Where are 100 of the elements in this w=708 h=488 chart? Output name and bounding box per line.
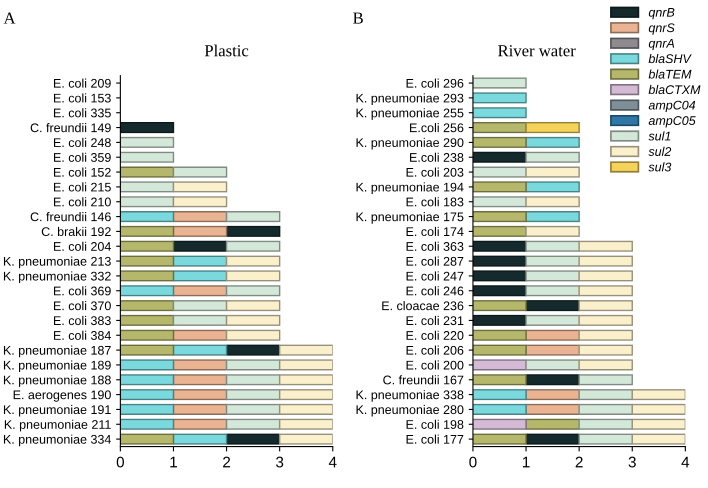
y-tick-label: C. freundii 167	[383, 375, 464, 384]
y-tick-label: E. coli 296	[406, 78, 464, 88]
bar	[472, 418, 527, 430]
bar	[226, 285, 280, 296]
y-tick-label: E. coli 152	[54, 168, 111, 177]
bar	[120, 300, 174, 312]
y-tick-label: E. coli 203	[406, 168, 464, 177]
bar	[172, 314, 228, 326]
bar	[525, 211, 580, 222]
bar	[226, 359, 280, 370]
y-tick-label: K. pneumoniae 332	[4, 271, 111, 284]
y-tick-label: E. coli 231	[406, 316, 464, 326]
y-tick-label: E. coli 384	[54, 330, 111, 340]
bar	[472, 300, 527, 312]
bar	[278, 418, 333, 430]
bar	[226, 344, 280, 356]
bar	[172, 374, 228, 386]
bar	[172, 166, 228, 178]
bar	[472, 256, 527, 267]
y-tick-label: K. pneumoniae 280	[356, 404, 464, 417]
bar	[120, 404, 174, 415]
chart-title: Plastic	[204, 44, 248, 56]
bar	[172, 270, 228, 282]
bar	[472, 136, 527, 148]
bar	[525, 418, 580, 430]
bar	[578, 344, 633, 356]
legend-label: blaTEM	[648, 69, 692, 79]
bar	[226, 404, 280, 415]
bar	[472, 107, 527, 118]
bar	[525, 152, 580, 163]
y-tick-label: E. coli 177	[406, 434, 464, 444]
bar	[578, 374, 633, 386]
y-tick-label: E. coli 153	[54, 93, 111, 103]
bar	[578, 418, 633, 430]
bar	[472, 166, 527, 178]
bar	[120, 314, 174, 326]
y-tick-label: E. coli 247	[406, 271, 464, 281]
bar	[120, 152, 174, 163]
legend-label: sul3	[648, 162, 672, 172]
y-tick-label: E. coli 383	[54, 316, 111, 326]
bar	[578, 240, 633, 252]
bar	[172, 211, 228, 222]
bar	[172, 344, 228, 356]
bar	[578, 300, 633, 312]
bar	[226, 300, 280, 312]
chart-title: River water	[498, 45, 576, 56]
bar	[120, 389, 174, 400]
y-tick-label: E. coli 206	[406, 346, 464, 355]
y-tick-label: E. cloacae 236	[382, 301, 464, 310]
y-tick-label: K. pneumoniae 194	[356, 182, 464, 194]
y-tick-label: E. coli 209	[54, 78, 111, 88]
bar	[226, 314, 280, 326]
bar	[278, 389, 333, 400]
y-tick-label: E.coli 238	[410, 152, 464, 162]
legend-label: sul1	[648, 131, 670, 140]
bar	[120, 270, 174, 282]
bar	[278, 374, 333, 386]
y-tick-label: K. pneumoniae 189	[4, 360, 111, 372]
bar	[278, 434, 333, 445]
bar	[525, 330, 580, 341]
bar	[172, 226, 228, 237]
text: A	[4, 12, 16, 24]
bar	[472, 359, 527, 370]
legend-label: ampC05	[648, 116, 696, 128]
x-tick-label: 3	[276, 456, 284, 468]
text: B	[353, 12, 363, 24]
bar	[525, 374, 580, 386]
bar	[472, 374, 527, 386]
bar	[120, 359, 174, 370]
y-tick-label: E. coli 210	[54, 197, 111, 206]
bar	[525, 196, 580, 208]
y-tick-label: E. coli 215	[54, 182, 111, 192]
legend-label: qnrA	[648, 38, 674, 50]
bar	[525, 122, 580, 134]
bar	[578, 285, 633, 296]
legend-label: qnrS	[648, 23, 675, 35]
x-tick-label: 3	[628, 456, 636, 468]
y-tick-label: K. pneumoniae 191	[4, 404, 111, 417]
bar	[472, 434, 527, 445]
bar	[172, 256, 228, 267]
bar	[525, 389, 580, 400]
bar	[525, 256, 580, 267]
bar	[226, 226, 280, 237]
y-tick-label: K. pneumoniae 290	[356, 138, 464, 150]
bar	[525, 300, 580, 312]
y-tick-label: E. coli 370	[54, 301, 111, 310]
bar	[226, 330, 280, 341]
bar	[226, 240, 280, 252]
bar	[120, 434, 174, 445]
bar	[578, 314, 633, 326]
bar	[578, 404, 633, 415]
bar	[472, 330, 527, 341]
bar	[172, 285, 228, 296]
y-tick-label: K. pneumoniae 188	[4, 375, 111, 387]
x-tick-label: 1	[522, 456, 530, 468]
bar	[525, 240, 580, 252]
bar	[525, 344, 580, 356]
x-tick-label: 0	[116, 456, 124, 468]
bar	[472, 314, 527, 326]
bar	[472, 285, 527, 296]
